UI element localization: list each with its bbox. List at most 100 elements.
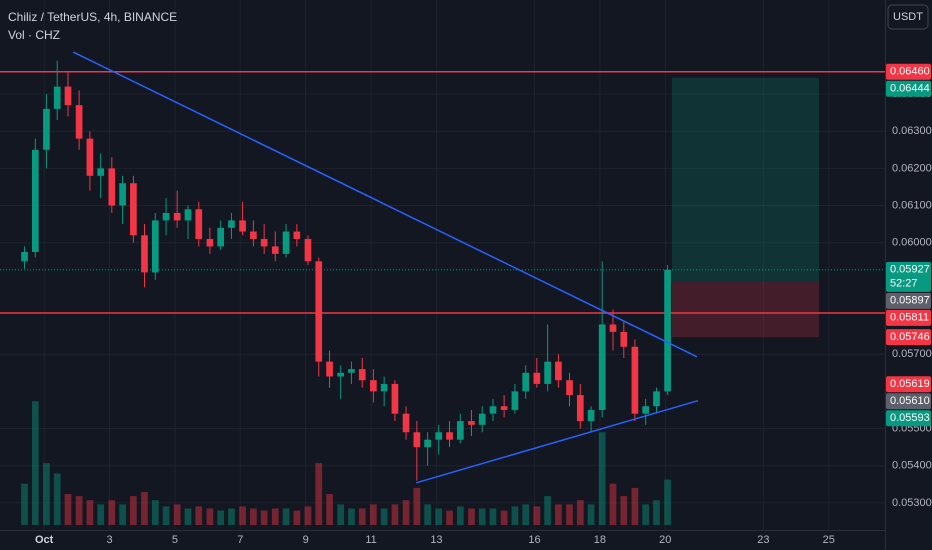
candle-body xyxy=(391,383,399,414)
candle-body xyxy=(326,361,333,377)
candle-body xyxy=(21,251,28,262)
volume-bar xyxy=(500,510,508,525)
volume-bar xyxy=(468,508,475,525)
x-tick-label: 11 xyxy=(365,534,376,546)
candle-body xyxy=(435,432,443,440)
chart-subtitle: Vol · CHZ xyxy=(8,28,60,42)
volume-bar xyxy=(21,483,28,525)
position-target-zone xyxy=(671,77,819,281)
candle-body xyxy=(576,395,584,422)
volume-bar xyxy=(631,487,639,525)
candle-body xyxy=(108,168,116,206)
volume-bar xyxy=(566,504,573,525)
volume-bar xyxy=(511,506,519,525)
x-tick-label: 3 xyxy=(106,534,112,546)
volume-bar xyxy=(653,500,660,525)
y-tick-label: 0.05700 xyxy=(892,348,932,360)
candle-body xyxy=(217,227,225,247)
candle-body xyxy=(370,380,377,392)
x-tick-label: 18 xyxy=(594,534,606,546)
volume-bar xyxy=(446,510,453,525)
candle-body xyxy=(402,413,410,433)
x-tick-label: 13 xyxy=(430,534,442,546)
candle-body xyxy=(75,105,83,139)
candle-body xyxy=(653,391,660,407)
candle-body xyxy=(184,209,192,221)
volume-bar xyxy=(239,506,246,525)
volume-bar xyxy=(358,508,366,525)
candle-body xyxy=(642,406,650,414)
trendline xyxy=(415,399,699,484)
candle-body xyxy=(97,168,105,176)
candle-body xyxy=(468,421,475,425)
volume-bar xyxy=(424,504,431,525)
candle-body xyxy=(250,231,257,239)
volume-bar xyxy=(151,500,159,525)
price-label: 0.06460 xyxy=(890,66,930,78)
volume-bar xyxy=(86,500,94,525)
volume-bar xyxy=(184,508,192,525)
candle-body xyxy=(380,383,388,392)
price-label-box xyxy=(886,80,931,97)
volume-bar xyxy=(130,496,137,525)
candle-body xyxy=(304,238,312,262)
candle-body xyxy=(544,361,551,384)
candle-body xyxy=(260,238,268,247)
volume-bar xyxy=(380,508,388,525)
volume-bar xyxy=(544,496,551,525)
volume-bar xyxy=(478,508,486,525)
volume-bar xyxy=(217,510,225,525)
volume-bar xyxy=(587,504,595,525)
price-label-box xyxy=(886,376,931,393)
candle-body xyxy=(53,86,61,109)
candle-body xyxy=(130,183,137,236)
volume-bar xyxy=(228,508,235,525)
candle-body xyxy=(489,406,497,414)
candle-body xyxy=(173,212,181,221)
volume-bar xyxy=(315,463,323,525)
candle-body xyxy=(43,108,50,150)
candle-body xyxy=(348,369,355,373)
plot-layer xyxy=(0,51,885,525)
volume-bar xyxy=(271,508,279,525)
price-label: 0.05927 xyxy=(890,264,930,276)
volume-bar xyxy=(64,494,72,525)
volume-bar xyxy=(489,508,497,525)
candle-body xyxy=(293,231,301,239)
grid-layer xyxy=(0,0,885,530)
price-label-box xyxy=(886,393,931,410)
candle-body xyxy=(31,149,39,252)
price-countdown: 52:27 xyxy=(890,278,918,290)
y-tick-label: 0.06200 xyxy=(892,162,932,174)
axis-layer: 0.064000.063000.062000.061000.060000.057… xyxy=(35,63,932,546)
volume-bar xyxy=(162,506,170,525)
candle-body xyxy=(315,261,323,362)
candle-body xyxy=(119,183,126,206)
x-tick-label: 7 xyxy=(237,534,243,546)
volume-bar xyxy=(391,504,399,525)
price-label: 0.05610 xyxy=(890,395,930,407)
volume-bar xyxy=(402,500,410,525)
volume-bar xyxy=(598,432,606,525)
candle-body xyxy=(456,421,464,440)
candle-body xyxy=(631,346,639,414)
candle-body xyxy=(587,409,595,422)
currency-button-label[interactable]: USDT xyxy=(893,11,923,23)
candle-body xyxy=(620,331,628,347)
volume-bar xyxy=(195,506,203,525)
y-tick-label: 0.05300 xyxy=(892,497,932,509)
y-tick-label: 0.06000 xyxy=(892,237,932,249)
x-tick-label: 9 xyxy=(303,534,309,546)
volume-bar xyxy=(206,508,214,525)
candle-body xyxy=(141,235,148,273)
currency-button[interactable] xyxy=(887,4,929,30)
candle-body xyxy=(533,372,541,384)
volume-bar xyxy=(435,508,443,525)
volume-bar xyxy=(260,510,268,525)
position-stop-zone xyxy=(671,280,819,338)
volume-bar xyxy=(620,496,628,525)
candle-body xyxy=(282,231,290,254)
price-label-box xyxy=(886,410,931,427)
